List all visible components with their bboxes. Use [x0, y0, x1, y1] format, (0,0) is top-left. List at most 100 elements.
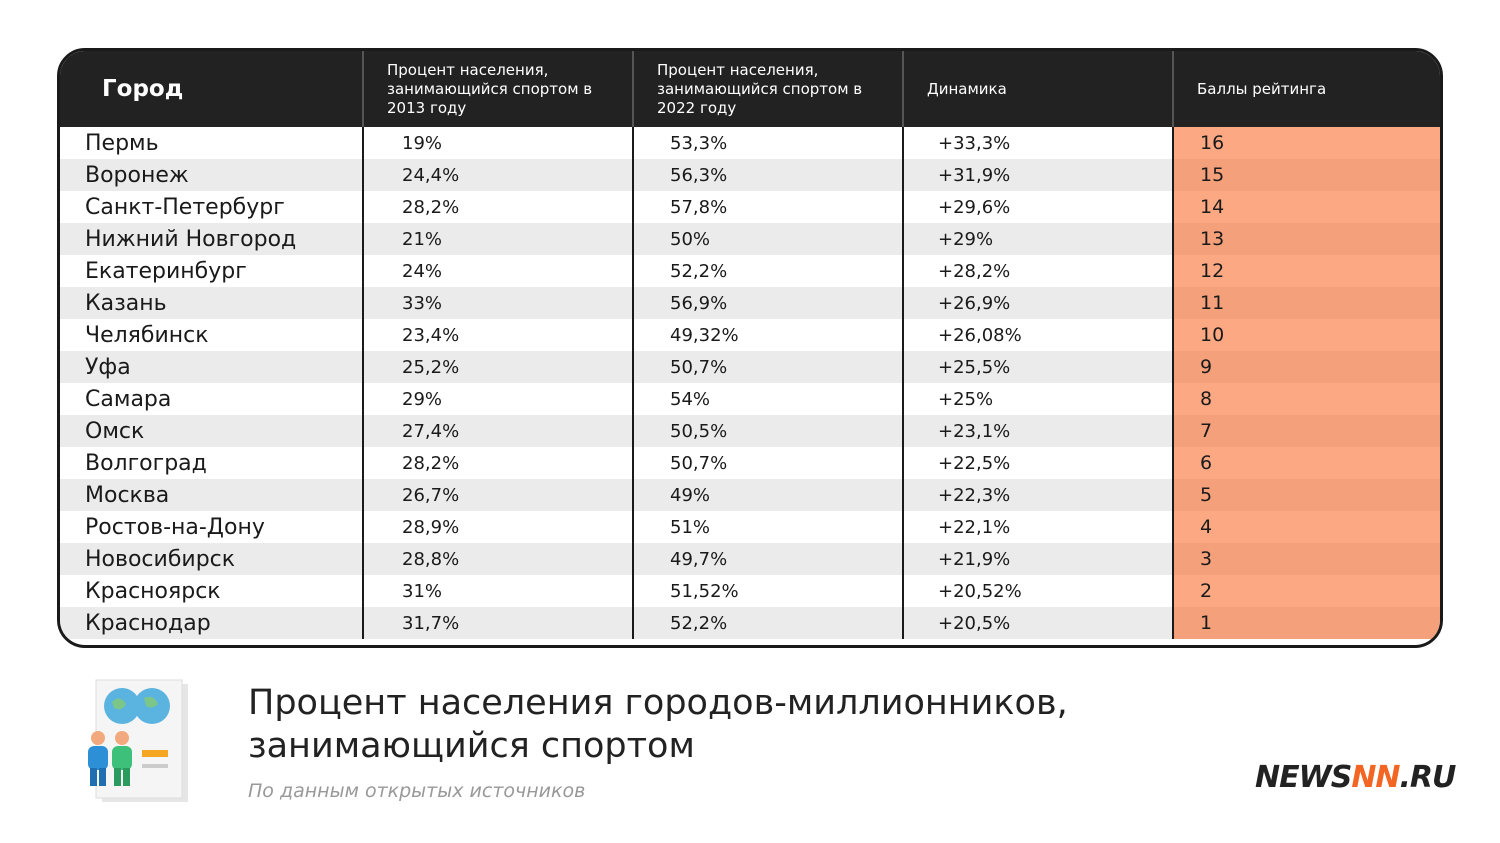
- table-cell: Омск: [60, 415, 364, 447]
- table-cell: 52,2%: [633, 255, 904, 287]
- table-row: Омск 27,4% 50,5% +23,1% 7: [60, 415, 1440, 447]
- table-cell: Ростов-на-Дону: [60, 511, 364, 543]
- table-cell: +29%: [903, 223, 1174, 255]
- table-cell: +25,5%: [903, 351, 1174, 383]
- icon-body: [112, 746, 132, 770]
- table-cell: 13: [1173, 223, 1440, 255]
- icon-leg: [123, 768, 130, 786]
- header-cell: Процент населения, занимающийся спортом …: [363, 51, 634, 127]
- icon-head: [91, 731, 105, 745]
- table-cell: 2: [1173, 575, 1440, 607]
- table-row: Воронеж 24,4% 56,3% +31,9% 15: [60, 159, 1440, 191]
- header-cell: Процент населения, занимающийся спортом …: [633, 51, 904, 127]
- logo-left: NEWS: [1255, 760, 1352, 795]
- table-cell: +20,5%: [903, 607, 1174, 639]
- table-cell: +25%: [903, 383, 1174, 415]
- table-cell: Екатеринбург: [60, 255, 364, 287]
- table-cell: Пермь: [60, 127, 364, 159]
- table-cell: 6: [1173, 447, 1440, 479]
- icon-body: [88, 746, 108, 770]
- table-row: Волгоград 28,2% 50,7% +22,5% 6: [60, 447, 1440, 479]
- table-cell: +22,1%: [903, 511, 1174, 543]
- table-row: Челябинск 23,4% 49,32% +26,08% 10: [60, 319, 1440, 351]
- icon-leg: [90, 768, 97, 786]
- table-cell: +21,9%: [903, 543, 1174, 575]
- table-cell: 56,9%: [633, 287, 904, 319]
- table-cell: +33,3%: [903, 127, 1174, 159]
- table-cell: Новосибирск: [60, 543, 364, 575]
- table-cell: +26,9%: [903, 287, 1174, 319]
- table-cell: 8: [1173, 383, 1440, 415]
- table-cell: 19%: [363, 127, 634, 159]
- table-cell: 27,4%: [363, 415, 634, 447]
- table-cell: Красноярск: [60, 575, 364, 607]
- table-cell: 24,4%: [363, 159, 634, 191]
- table-cell: 1: [1173, 607, 1440, 639]
- icon-bar: [142, 750, 168, 757]
- table-cell: Волгоград: [60, 447, 364, 479]
- logo-right: .RU: [1399, 760, 1457, 795]
- table-cell: 16: [1173, 127, 1440, 159]
- table-cell: 33%: [363, 287, 634, 319]
- table-cell: 51%: [633, 511, 904, 543]
- table-cell: Челябинск: [60, 319, 364, 351]
- table-cell: 7: [1173, 415, 1440, 447]
- logo-mark: NN: [1351, 760, 1400, 795]
- table-cell: Самара: [60, 383, 364, 415]
- caption-title: Процент населения городов-миллионников, …: [248, 683, 1068, 766]
- table-cell: 50%: [633, 223, 904, 255]
- table-cell: 4: [1173, 511, 1440, 543]
- table-cell: +28,2%: [903, 255, 1174, 287]
- table-cell: 56,3%: [633, 159, 904, 191]
- table-cell: +23,1%: [903, 415, 1174, 447]
- table-cell: 10: [1173, 319, 1440, 351]
- table-cell: 31%: [363, 575, 634, 607]
- header-cell: Динамика: [903, 51, 1174, 127]
- icon-line: [142, 764, 168, 768]
- table-cell: +22,3%: [903, 479, 1174, 511]
- table-cell: Краснодар: [60, 607, 364, 639]
- table-row: Краснодар 31,7% 52,2% +20,5% 1: [60, 607, 1440, 639]
- icon-leg: [114, 768, 121, 786]
- table-cell: 49%: [633, 479, 904, 511]
- table-cell: 49,7%: [633, 543, 904, 575]
- table-cell: 28,9%: [363, 511, 634, 543]
- icon-leg: [99, 768, 106, 786]
- table: Город Процент населения, занимающийся спо…: [60, 51, 1440, 639]
- table-cell: 29%: [363, 383, 634, 415]
- table-row: Самара 29% 54% +25% 8: [60, 383, 1440, 415]
- table-row: Нижний Новгород 21% 50% +29% 13: [60, 223, 1440, 255]
- table-cell: 3: [1173, 543, 1440, 575]
- table-cell: 51,52%: [633, 575, 904, 607]
- table-row: Новосибирск 28,8% 49,7% +21,9% 3: [60, 543, 1440, 575]
- table-cell: 57,8%: [633, 191, 904, 223]
- icon: [88, 679, 188, 802]
- header-cell: Баллы рейтинга: [1173, 51, 1440, 127]
- table-cell: 5: [1173, 479, 1440, 511]
- table-cell: 26,7%: [363, 479, 634, 511]
- table-row: Екатеринбург 24% 52,2% +28,2% 12: [60, 255, 1440, 287]
- table-cell: 28,2%: [363, 191, 634, 223]
- table-row: Уфа 25,2% 50,7% +25,5% 9: [60, 351, 1440, 383]
- table-cell: 21%: [363, 223, 634, 255]
- table-cell: +29,6%: [903, 191, 1174, 223]
- table-row: Казань 33% 56,9% +26,9% 11: [60, 287, 1440, 319]
- table-frame: Город Процент населения, занимающийся спо…: [57, 48, 1443, 648]
- table-row: Ростов-на-Дону 28,9% 51% +22,1% 4: [60, 511, 1440, 543]
- icon-head: [115, 731, 129, 745]
- table-cell: 15: [1173, 159, 1440, 191]
- table-body: Пермь 19% 53,3% +33,3% 16 Воронеж 24,4% 56,3% +3…: [60, 127, 1440, 639]
- table-cell: 50,5%: [633, 415, 904, 447]
- table-cell: 23,4%: [363, 319, 634, 351]
- table-cell: 28,2%: [363, 447, 634, 479]
- table-cell: 50,7%: [633, 351, 904, 383]
- table-cell: 49,32%: [633, 319, 904, 351]
- table-cell: 24%: [363, 255, 634, 287]
- header-row: Город Процент населения, занимающийся спо…: [60, 51, 1440, 127]
- table-cell: 52,2%: [633, 607, 904, 639]
- table-cell: Уфа: [60, 351, 364, 383]
- table-cell: 54%: [633, 383, 904, 415]
- table-cell: 12: [1173, 255, 1440, 287]
- table-row: Пермь 19% 53,3% +33,3% 16: [60, 127, 1440, 159]
